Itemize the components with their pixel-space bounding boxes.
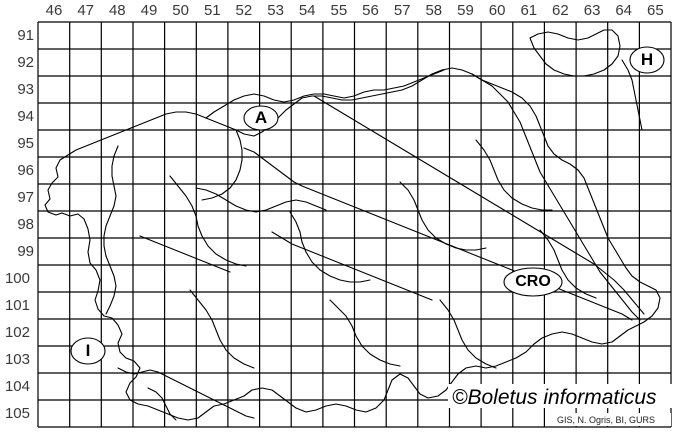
slovenia-outline [44, 67, 661, 421]
krka-river [271, 231, 433, 301]
row-label-100: 100 [4, 270, 30, 287]
col-label-46: 46 [45, 2, 63, 19]
region-divide-10 [201, 129, 243, 201]
col-label-53: 53 [267, 2, 284, 19]
col-label-61: 61 [520, 2, 538, 19]
col-label-57: 57 [393, 2, 411, 19]
soca-river [103, 145, 119, 315]
copyright-notice: ©Boletus informaticus [452, 386, 657, 409]
col-label-59: 59 [457, 2, 474, 19]
col-label-54: 54 [298, 2, 316, 19]
northern-border-detail [205, 69, 445, 119]
region-divide-3 [399, 181, 487, 251]
row-label-103: 103 [4, 351, 30, 368]
row-label-101: 101 [4, 297, 30, 314]
row-label-102: 102 [4, 324, 30, 341]
boundary-lines [44, 29, 661, 421]
sava-river [243, 147, 633, 321]
credit-main-backing [448, 384, 672, 408]
country-tag-hungary-label: H [640, 50, 654, 69]
row-label-94: 94 [17, 108, 34, 125]
utm-grid [37, 21, 672, 428]
region-divide-7 [139, 235, 231, 273]
col-label-50: 50 [172, 2, 189, 19]
col-label-56: 56 [362, 2, 379, 19]
mura-river [471, 73, 641, 321]
col-label-63: 63 [583, 2, 601, 19]
country-tag-croatia: CRO [504, 268, 562, 296]
country-tag-italy-label: I [85, 341, 91, 360]
row-label-95: 95 [17, 135, 34, 152]
coast-line [117, 367, 255, 419]
col-label-52: 52 [235, 2, 253, 19]
croatia-tag-ellipse [503, 267, 563, 297]
country-tag-ellipses [70, 46, 665, 365]
austria-tag-ellipse [243, 105, 279, 131]
row-label-99: 99 [17, 243, 34, 260]
data-source-credit: GIS, N. Ogris, BI, GURS [557, 415, 656, 425]
row-label-105: 105 [4, 405, 30, 422]
col-label-64: 64 [615, 2, 633, 19]
col-label-65: 65 [647, 2, 664, 19]
region-divide-8 [439, 299, 497, 369]
row-label-96: 96 [17, 162, 34, 179]
row-label-104: 104 [4, 378, 30, 395]
ljubljana-basin [195, 187, 327, 213]
country-tag-austria-label: A [254, 108, 268, 127]
row-label-93: 93 [17, 81, 34, 98]
region-divide-2 [289, 211, 371, 283]
col-label-60: 60 [488, 2, 506, 19]
col-label-55: 55 [330, 2, 348, 19]
col-label-49: 49 [140, 2, 158, 19]
col-label-48: 48 [108, 2, 126, 19]
row-label-92: 92 [17, 54, 34, 71]
hungary-tag-ellipse [629, 46, 665, 74]
col-label-58: 58 [425, 2, 443, 19]
italy-tag-ellipse [70, 337, 106, 365]
region-divide-5 [329, 299, 401, 367]
col-label-62: 62 [552, 2, 569, 19]
country-tag-croatia-label: CRO [515, 273, 551, 290]
country-tag-austria: A [244, 106, 278, 130]
row-label-98: 98 [17, 216, 34, 233]
region-divide-6 [189, 289, 255, 369]
istria-inlet [147, 387, 177, 421]
drava-river [313, 95, 645, 315]
col-label-47: 47 [77, 2, 95, 19]
country-tag-italy: I [71, 338, 105, 364]
goricko-detail [529, 29, 621, 77]
country-tag-hungary: H [630, 47, 664, 73]
row-label-91: 91 [17, 27, 34, 44]
credit-sub-backing [553, 413, 671, 426]
col-label-51: 51 [203, 2, 221, 19]
row-label-97: 97 [17, 189, 34, 206]
